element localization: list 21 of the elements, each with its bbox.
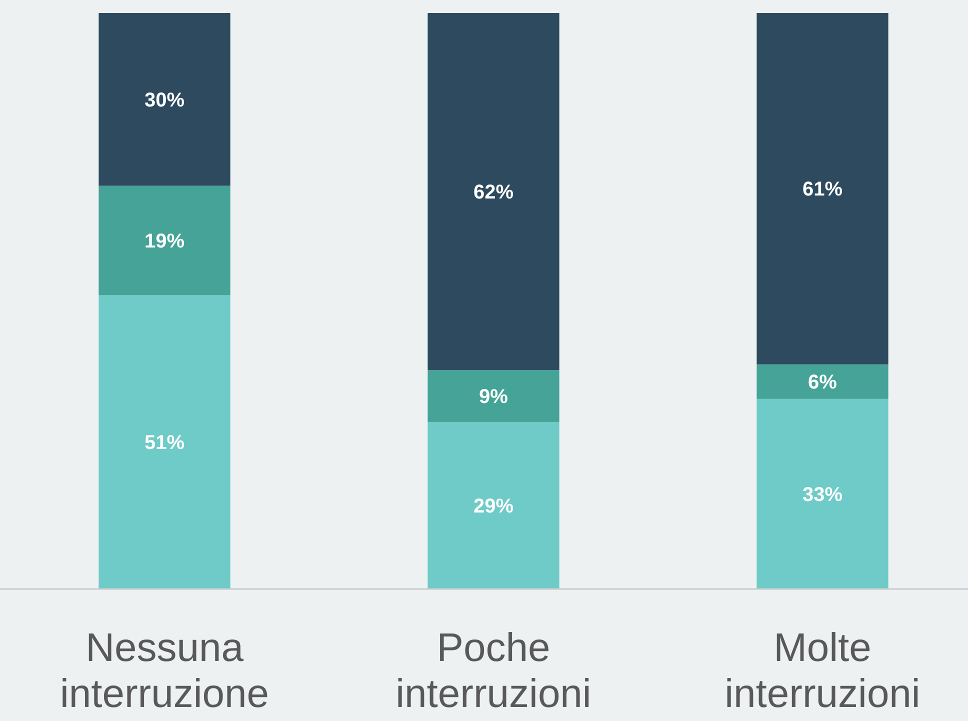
bar <box>428 370 560 422</box>
data-label: 61% <box>802 178 843 201</box>
x-tick-label: Poche interruzioni <box>396 626 592 716</box>
bar <box>428 13 560 370</box>
bar <box>428 422 560 589</box>
data-label: 62% <box>473 182 514 204</box>
data-label: 29% <box>473 495 514 518</box>
data-label: 51% <box>144 432 185 454</box>
data-label: 30% <box>144 89 185 112</box>
bar <box>98 186 230 296</box>
bar <box>98 295 230 589</box>
x-tick-label: Nessuna interruzione <box>60 626 270 716</box>
bar <box>756 398 888 589</box>
data-label: 9% <box>479 386 508 408</box>
bar <box>756 13 888 364</box>
data-label: 33% <box>802 484 843 506</box>
bar <box>98 13 230 186</box>
data-label: 6% <box>808 372 838 394</box>
bar <box>756 364 888 399</box>
x-tick-label: Molte interruzioni <box>724 626 920 716</box>
data-label: 19% <box>144 230 185 253</box>
